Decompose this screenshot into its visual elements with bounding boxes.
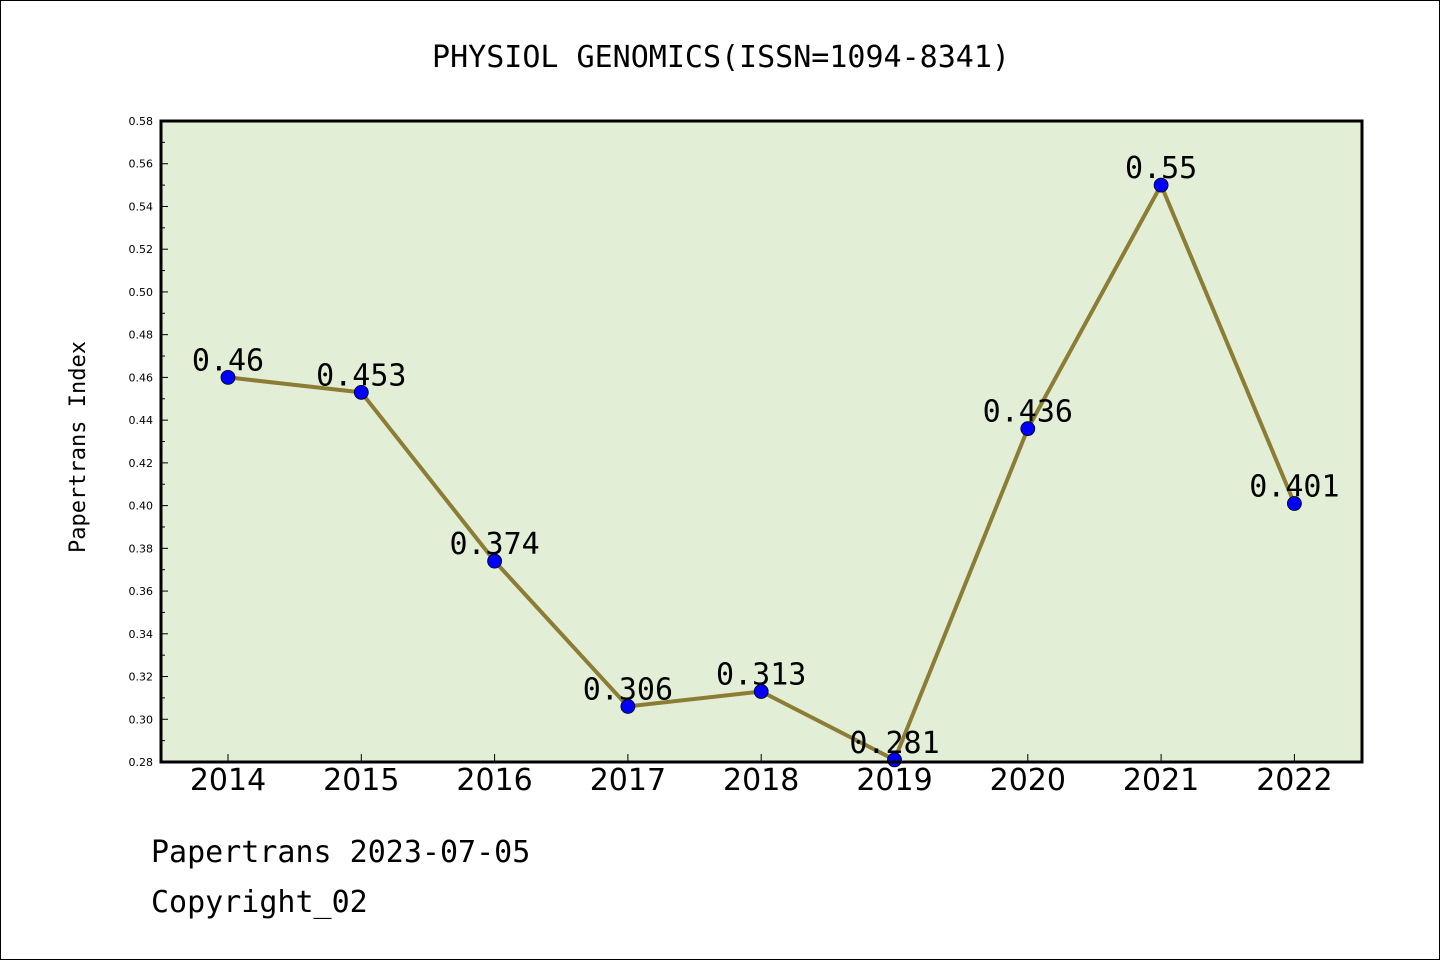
y-tick-label: 0.50 <box>129 286 154 299</box>
x-tick-label: 2016 <box>456 763 532 798</box>
y-tick-label: 0.58 <box>129 115 154 128</box>
data-label: 0.55 <box>1125 151 1197 186</box>
data-label: 0.46 <box>192 343 264 378</box>
y-tick-label: 0.38 <box>129 542 154 555</box>
x-tick-label: 2020 <box>990 763 1066 798</box>
data-point <box>1020 421 1036 437</box>
footer-date: Papertrans 2023-07-05 <box>151 835 531 870</box>
data-point <box>620 699 636 714</box>
data-label: 0.313 <box>716 657 806 692</box>
data-label: 0.306 <box>583 672 673 707</box>
y-tick-label: 0.52 <box>129 243 154 256</box>
x-tick-label: 2019 <box>856 763 932 798</box>
y-axis-label: Papertrans Index <box>66 341 91 553</box>
x-tick-label: 2014 <box>190 763 266 798</box>
data-point <box>753 684 769 699</box>
x-tick-label: 2017 <box>590 763 666 798</box>
data-label: 0.281 <box>849 726 939 761</box>
data-point <box>1153 177 1169 193</box>
y-tick-label: 0.32 <box>129 671 154 684</box>
y-tick-label: 0.30 <box>129 713 154 726</box>
footer-copyright: Copyright_02 <box>151 885 368 920</box>
plot-area <box>161 121 1362 762</box>
data-point <box>220 369 236 385</box>
data-label: 0.453 <box>316 358 406 393</box>
data-label: 0.436 <box>983 395 1073 430</box>
data-point <box>487 553 503 569</box>
y-tick-label: 0.42 <box>129 457 154 470</box>
x-tick-label: 2018 <box>723 763 799 798</box>
x-tick-label: 2021 <box>1123 763 1199 798</box>
x-tick-label: 2022 <box>1256 763 1332 798</box>
y-tick-label: 0.44 <box>129 414 154 427</box>
x-tick-label: 2015 <box>323 763 399 798</box>
plot-border <box>159 119 1364 764</box>
data-point <box>353 384 369 400</box>
y-tick-label: 0.54 <box>129 200 154 213</box>
data-point <box>1287 496 1302 511</box>
y-tick-label: 0.34 <box>129 628 154 641</box>
y-tick-label: 0.56 <box>129 158 154 171</box>
y-tick-label: 0.36 <box>129 585 154 598</box>
y-tick-label: 0.46 <box>129 371 154 384</box>
y-tick-label: 0.28 <box>129 756 154 769</box>
y-tick-label: 0.48 <box>129 329 154 342</box>
chart-title: PHYSIOL GENOMICS(ISSN=1094-8341) <box>432 40 1010 75</box>
data-label: 0.401 <box>1249 469 1339 504</box>
data-label: 0.374 <box>449 527 539 562</box>
y-tick-label: 0.40 <box>129 500 154 513</box>
